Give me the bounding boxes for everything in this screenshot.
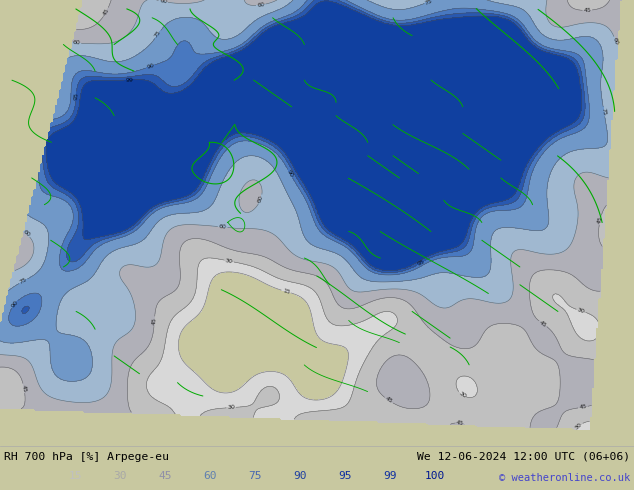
- Text: 45: 45: [102, 7, 110, 17]
- Text: 99: 99: [383, 471, 397, 481]
- Text: 30: 30: [576, 307, 586, 315]
- Text: 45: 45: [152, 317, 157, 325]
- Text: 60: 60: [612, 37, 619, 46]
- Text: 45: 45: [583, 8, 592, 13]
- Text: 60: 60: [72, 40, 81, 46]
- Text: 45: 45: [597, 216, 604, 224]
- Text: 90: 90: [10, 299, 19, 309]
- Text: 75: 75: [18, 277, 28, 285]
- Text: 75: 75: [249, 471, 262, 481]
- Text: 95: 95: [339, 471, 352, 481]
- Text: 30: 30: [574, 421, 583, 431]
- Text: 30: 30: [224, 258, 233, 264]
- Text: 45: 45: [538, 319, 548, 328]
- Text: 90: 90: [146, 63, 155, 70]
- Text: 60: 60: [22, 229, 30, 238]
- Text: 75: 75: [153, 30, 162, 39]
- Text: 75: 75: [601, 107, 607, 116]
- Text: 15: 15: [68, 471, 82, 481]
- Text: 30: 30: [227, 405, 235, 410]
- Text: We 12-06-2024 12:00 UTC (06+06): We 12-06-2024 12:00 UTC (06+06): [417, 452, 630, 462]
- Text: 100: 100: [425, 471, 445, 481]
- Text: © weatheronline.co.uk: © weatheronline.co.uk: [499, 473, 630, 483]
- Text: 45: 45: [21, 384, 27, 392]
- Text: 30: 30: [458, 391, 467, 399]
- Text: 95: 95: [74, 92, 79, 100]
- Text: 95: 95: [416, 259, 425, 267]
- Text: 90: 90: [294, 471, 307, 481]
- Text: 15: 15: [282, 288, 290, 295]
- Text: 99: 99: [126, 77, 133, 83]
- Text: 45: 45: [158, 471, 172, 481]
- Text: 60: 60: [159, 0, 167, 5]
- Text: RH 700 hPa [%] Arpege-eu: RH 700 hPa [%] Arpege-eu: [4, 452, 169, 462]
- Text: 45: 45: [579, 404, 587, 410]
- Text: 60: 60: [257, 2, 265, 8]
- Text: 30: 30: [113, 471, 127, 481]
- Text: 60: 60: [257, 195, 264, 204]
- Text: 75: 75: [424, 0, 434, 5]
- Text: 60: 60: [219, 224, 227, 230]
- Text: 60: 60: [204, 471, 217, 481]
- Text: 45: 45: [456, 420, 464, 426]
- Text: 90: 90: [286, 169, 294, 178]
- Text: 45: 45: [384, 396, 393, 405]
